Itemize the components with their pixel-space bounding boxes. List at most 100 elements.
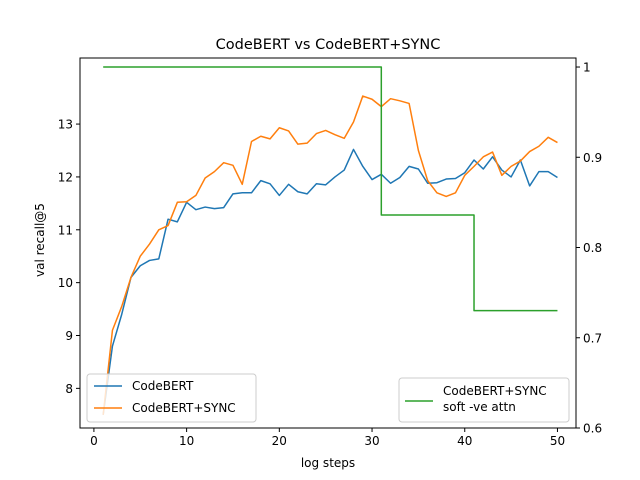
data-point-codebert-sync [547,136,549,138]
data-point-codebert-sync-soft-ve-attn [214,66,216,68]
data-point-codebert-sync-soft-ve-attn [186,66,188,68]
data-point-codebert-sync-soft-ve-attn [325,66,327,68]
legend-label-soft-attn-line2: soft -ve attn [443,400,516,414]
data-point-codebert-sync [186,201,188,203]
data-point-codebert-sync-soft-ve-attn [408,214,410,216]
data-point-codebert-sync-soft-ve-attn [427,214,429,216]
data-point-codebert-sync-soft-ve-attn [510,310,512,312]
data-point-codebert [529,185,531,187]
data-point-codebert-sync [445,196,447,198]
data-point-codebert-sync-soft-ve-attn [102,66,104,68]
data-point-codebert-sync-soft-ve-attn [353,66,355,68]
series-line-codebert-sync-soft-ve-attn [103,66,558,312]
x-axis-title: log steps [301,456,355,470]
data-point-codebert-sync [529,151,531,153]
y-tick-label: 10 [58,276,73,290]
data-point-codebert-sync [371,98,373,100]
data-point-codebert-sync [520,160,522,162]
data-point-codebert-sync [279,127,281,129]
legend-label-codebert: CodeBERT [132,379,194,393]
data-point-codebert [316,183,318,185]
legend-left: CodeBERT CodeBERT+SYNC [86,373,257,423]
y2-tick-label: 0.6 [583,422,602,436]
data-point-codebert-sync-soft-ve-attn [464,214,466,216]
data-point-codebert-sync-soft-ve-attn [436,214,438,216]
y2-tick-label: 1 [583,61,591,75]
data-point-codebert [195,209,197,211]
data-point-codebert-sync [167,225,169,227]
data-point-codebert-sync-soft-ve-attn [371,66,373,68]
data-point-codebert [241,192,243,194]
data-point-codebert [260,180,262,182]
data-point-codebert-sync-soft-ve-attn [130,66,132,68]
data-point-codebert-sync-soft-ve-attn [529,310,531,312]
data-point-codebert-sync [362,95,364,97]
data-point-codebert-sync-soft-ve-attn [241,66,243,68]
data-point-codebert [473,159,475,161]
data-point-codebert-sync [390,98,392,100]
data-point-codebert-sync [464,175,466,177]
data-point-codebert-sync [121,306,123,308]
data-point-codebert-sync-soft-ve-attn [399,214,401,216]
data-point-codebert-sync-soft-ve-attn [473,310,475,312]
data-point-codebert-sync [130,277,132,279]
data-point-codebert [547,171,549,173]
data-point-codebert-sync-soft-ve-attn [482,310,484,312]
data-point-codebert-sync [510,166,512,168]
data-point-codebert [390,182,392,184]
y2-tick-label: 0.8 [583,241,602,255]
data-point-codebert-sync-soft-ve-attn [204,66,206,68]
data-point-codebert-sync [557,142,559,144]
data-point-codebert [427,182,429,184]
data-point-codebert-sync [325,130,327,132]
data-point-codebert-sync [473,166,475,168]
legend-right: CodeBERT+SYNC soft -ve attn [398,377,570,423]
data-point-codebert [269,183,271,185]
data-point-codebert-sync-soft-ve-attn [269,66,271,68]
data-point-codebert-sync [204,177,206,179]
data-point-codebert-sync [260,135,262,137]
data-point-codebert [482,168,484,170]
data-point-codebert-sync-soft-ve-attn [223,66,225,68]
data-point-codebert-sync [408,103,410,105]
data-point-codebert-sync-soft-ve-attn [445,214,447,216]
data-point-codebert-sync-soft-ve-attn [501,310,503,312]
legend-label-codebert-sync: CodeBERT+SYNC [132,401,236,415]
legend-right-box [398,377,570,423]
data-point-codebert-sync-soft-ve-attn [316,66,318,68]
data-point-codebert [288,184,290,186]
data-point-codebert-sync-soft-ve-attn [167,66,169,68]
data-point-codebert-sync [223,162,225,164]
y2-tick-label: 0.9 [583,151,602,165]
data-point-codebert-sync [139,255,141,257]
data-point-codebert-sync-soft-ve-attn [288,66,290,68]
data-point-codebert [538,171,540,173]
data-point-codebert-sync [353,121,355,123]
data-point-codebert-sync [269,138,271,140]
data-point-codebert [399,177,401,179]
y-axis-right: 0.6 0.7 0.8 0.9 1 [576,61,602,436]
data-point-codebert-sync [177,202,179,204]
data-point-codebert-sync-soft-ve-attn [557,310,559,312]
data-point-codebert-sync-soft-ve-attn [297,66,299,68]
data-point-codebert [251,192,253,194]
series-layer [102,66,558,415]
data-point-codebert [445,178,447,180]
data-point-codebert-sync [297,143,299,145]
data-point-codebert-sync [455,192,457,194]
data-point-codebert [353,149,355,151]
data-point-codebert [408,166,410,168]
data-point-codebert [121,314,123,316]
data-point-codebert [149,260,151,262]
data-point-codebert-sync-soft-ve-attn [112,66,114,68]
data-point-codebert [177,221,179,223]
plot-frame [79,57,577,429]
data-point-codebert [436,182,438,184]
data-point-codebert-sync [418,150,420,152]
data-point-codebert [362,166,364,168]
data-point-codebert [306,193,308,195]
data-point-codebert-sync-soft-ve-attn [547,310,549,312]
data-point-codebert [112,345,114,347]
data-point-codebert-sync [436,192,438,194]
